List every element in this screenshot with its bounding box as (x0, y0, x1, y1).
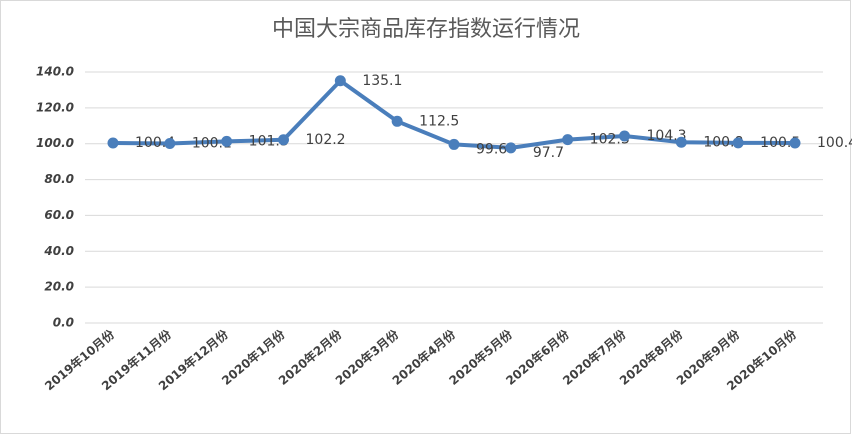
value-label: 135.1 (362, 73, 402, 89)
value-label: 102.2 (306, 132, 346, 148)
y-tick-label: 100.0 (36, 136, 74, 150)
point (675, 136, 687, 148)
value-label: 100.8 (703, 134, 743, 150)
point (789, 137, 801, 149)
point (505, 142, 517, 154)
point (164, 138, 176, 150)
point (107, 137, 119, 149)
point (562, 134, 574, 146)
value-label: 112.5 (419, 113, 459, 129)
y-tick-label: 140.0 (36, 65, 74, 79)
y-tick-label: 20.0 (44, 280, 74, 294)
chart-title: 中国大宗商品库存指数运行情况 (272, 17, 580, 42)
point (732, 137, 744, 149)
y-tick-label: 80.0 (44, 172, 74, 186)
value-label: 97.7 (533, 145, 564, 161)
y-tick-label: 40.0 (43, 244, 74, 258)
point (221, 135, 233, 147)
point (391, 115, 403, 127)
y-tick-label: 60.0 (44, 208, 74, 222)
y-tick-label: 0.0 (53, 316, 74, 330)
point (619, 130, 630, 142)
value-label: 99.6 (476, 141, 507, 157)
value-label: 100.5 (760, 135, 800, 151)
point (334, 75, 346, 87)
point (278, 134, 289, 146)
value-label: 100.4 (135, 135, 175, 151)
point (448, 138, 460, 150)
value-label: 100.4 (817, 135, 852, 151)
y-tick-label: 120.0 (36, 100, 74, 114)
